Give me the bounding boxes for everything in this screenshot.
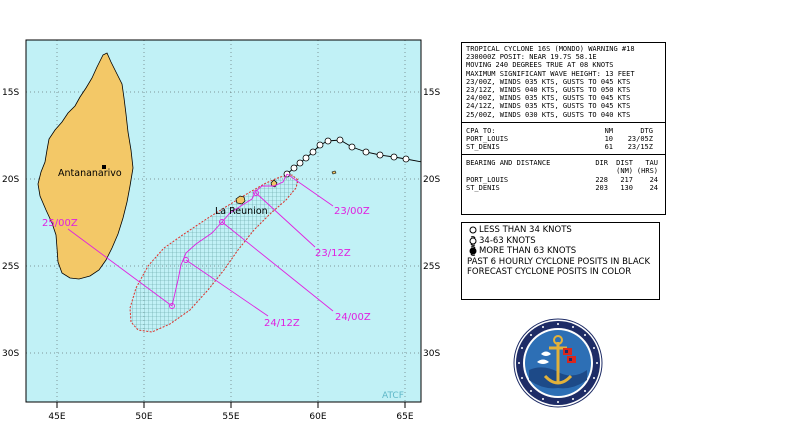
cpa-place: ST_DENIS	[466, 143, 500, 152]
open-circle-icon	[467, 226, 479, 234]
legend-item: MORE THAN 63 KNOTS	[467, 246, 654, 257]
atcf-watermark: ATCF	[382, 391, 404, 401]
warning-line: 24/12Z, WINDS 035 KTS, GUSTS TO 045 KTS	[466, 102, 631, 111]
past-track-positions	[283, 136, 410, 178]
bearing-place: ST_DENIS	[466, 183, 500, 192]
capital-label: Antananarivo	[58, 168, 122, 179]
warning-panel: TROPICAL CYCLONE 16S (MONDO) WARNING #18…	[461, 42, 666, 215]
danger-area	[129, 174, 299, 333]
bearing-dist: 130	[620, 183, 633, 192]
lon-label: 45E	[48, 412, 65, 422]
cpa-title: CPA TO:	[466, 126, 496, 135]
forecast-label-25-00z: 25/00Z	[42, 218, 78, 229]
navy-meteorology-seal-icon	[513, 318, 603, 408]
forecast-label-23-12z: 23/12Z	[315, 248, 351, 259]
legend-note-past: PAST 6 HOURLY CYCLONE POSITS IN BLACK	[467, 256, 651, 267]
lon-label: 55E	[222, 412, 239, 422]
forecast-label-24-00z: 24/00Z	[335, 312, 371, 323]
lat-label-right: 15S	[423, 88, 440, 98]
bearing-row: ST_DENIS 203 130 24	[466, 184, 661, 192]
rodrigues-island	[331, 170, 337, 175]
legend-note-forecast: FORECAST CYCLONE POSITS IN COLOR	[467, 267, 632, 278]
cpa-nm: 10	[604, 134, 613, 143]
legend-note: PAST 6 HOURLY CYCLONE POSITS IN BLACK	[467, 257, 654, 268]
warning-line: MOVING 240 DEGREES TRUE AT 08 KNOTS	[466, 61, 614, 70]
legend-item: LESS THAN 34 KNOTS	[467, 225, 654, 236]
cpa-dtg: 23/05Z	[627, 134, 653, 143]
bearing-col-dist: DIST	[616, 159, 633, 168]
warning-line: MAXIMUM SIGNIFICANT WAVE HEIGHT: 13 FEET	[466, 69, 635, 78]
bearing-tau: 24	[649, 175, 658, 184]
island-label: La Reunion	[215, 206, 268, 217]
legend-label: 34-63 KNOTS	[479, 235, 536, 246]
axis-ticks	[56, 402, 406, 408]
warning-line: 23/00Z, WINDS 035 KTS, GUSTS TO 045 KTS	[466, 77, 631, 86]
bearing-dir: 228	[595, 175, 608, 184]
madagascar-landmass	[37, 52, 134, 280]
lat-label-right: 30S	[423, 349, 440, 359]
lon-label: 60E	[309, 412, 326, 422]
legend-item: 34-63 KNOTS	[467, 236, 654, 247]
cyclone-map: 15S 20S 25S 30S 15S 20S 25S 30S 45E 50E …	[2, 39, 440, 422]
legend-label: LESS THAN 34 KNOTS	[479, 225, 572, 235]
bearing-col-dir: DIR	[595, 159, 608, 168]
bearing-row: PORT_LOUIS 228 217 24	[466, 176, 661, 184]
bearing-units: (NM) (HRS)	[466, 167, 661, 175]
antananarivo-marker	[102, 165, 106, 169]
bearing-header: BEARING AND DISTANCE DIR DIST TAU	[466, 159, 661, 167]
legend-panel: LESS THAN 34 KNOTS 34-63 KNOTS MORE THAN…	[461, 222, 660, 300]
warning-line: 25/00Z, WINDS 030 KTS, GUSTS TO 040 KTS	[466, 110, 631, 119]
bearing-tau: 24	[649, 183, 658, 192]
cpa-col-dtg: DTG	[640, 126, 653, 135]
lat-label-left: 20S	[2, 175, 19, 185]
lon-label: 65E	[396, 412, 413, 422]
bearing-unit-tau: (HRS)	[636, 167, 658, 176]
legend-label: MORE THAN 63 KNOTS	[479, 246, 577, 257]
half-circle-icon	[467, 236, 479, 246]
forecast-label-24-12z: 24/12Z	[264, 318, 300, 329]
cpa-header: CPA TO: NM DTG	[466, 127, 661, 135]
bearing-title: BEARING AND DISTANCE	[466, 159, 551, 168]
cpa-nm: 61	[604, 143, 613, 152]
divider	[462, 154, 665, 156]
legend-note: FORECAST CYCLONE POSITS IN COLOR	[467, 267, 654, 278]
divider	[462, 121, 665, 123]
warning-line: 24/00Z, WINDS 035 KTS, GUSTS TO 045 KTS	[466, 94, 631, 103]
bearing-dist: 217	[620, 175, 633, 184]
warning-line: TROPICAL CYCLONE 16S (MONDO) WARNING #18	[466, 45, 635, 53]
lat-label-left: 30S	[2, 349, 19, 359]
cpa-dtg: 23/15Z	[627, 143, 653, 152]
lon-label: 50E	[135, 412, 152, 422]
bearing-dir: 203	[595, 183, 608, 192]
bearing-place: PORT_LOUIS	[466, 175, 509, 184]
lat-label-left: 15S	[2, 88, 19, 98]
reunion-island	[235, 195, 246, 205]
bearing-unit-dist: (NM)	[616, 167, 633, 176]
lat-label-right: 25S	[423, 262, 440, 272]
bearing-col-tau: TAU	[645, 159, 658, 168]
cpa-col-nm: NM	[604, 126, 613, 135]
cpa-place: PORT_LOUIS	[466, 134, 509, 143]
cpa-row: PORT_LOUIS 10 23/05Z	[466, 135, 661, 143]
cpa-row: ST_DENIS 61 23/15Z	[466, 143, 661, 151]
lat-label-left: 25S	[2, 262, 19, 272]
warning-line: 23/12Z, WINDS 040 KTS, GUSTS TO 050 KTS	[466, 85, 631, 94]
filled-circle-icon	[467, 246, 479, 257]
warning-line: 230000Z POSIT: NEAR 19.7S 58.1E	[466, 53, 597, 62]
forecast-track	[67, 173, 334, 317]
lat-label-right: 20S	[423, 175, 440, 185]
forecast-label-23-00z: 23/00Z	[334, 206, 370, 217]
